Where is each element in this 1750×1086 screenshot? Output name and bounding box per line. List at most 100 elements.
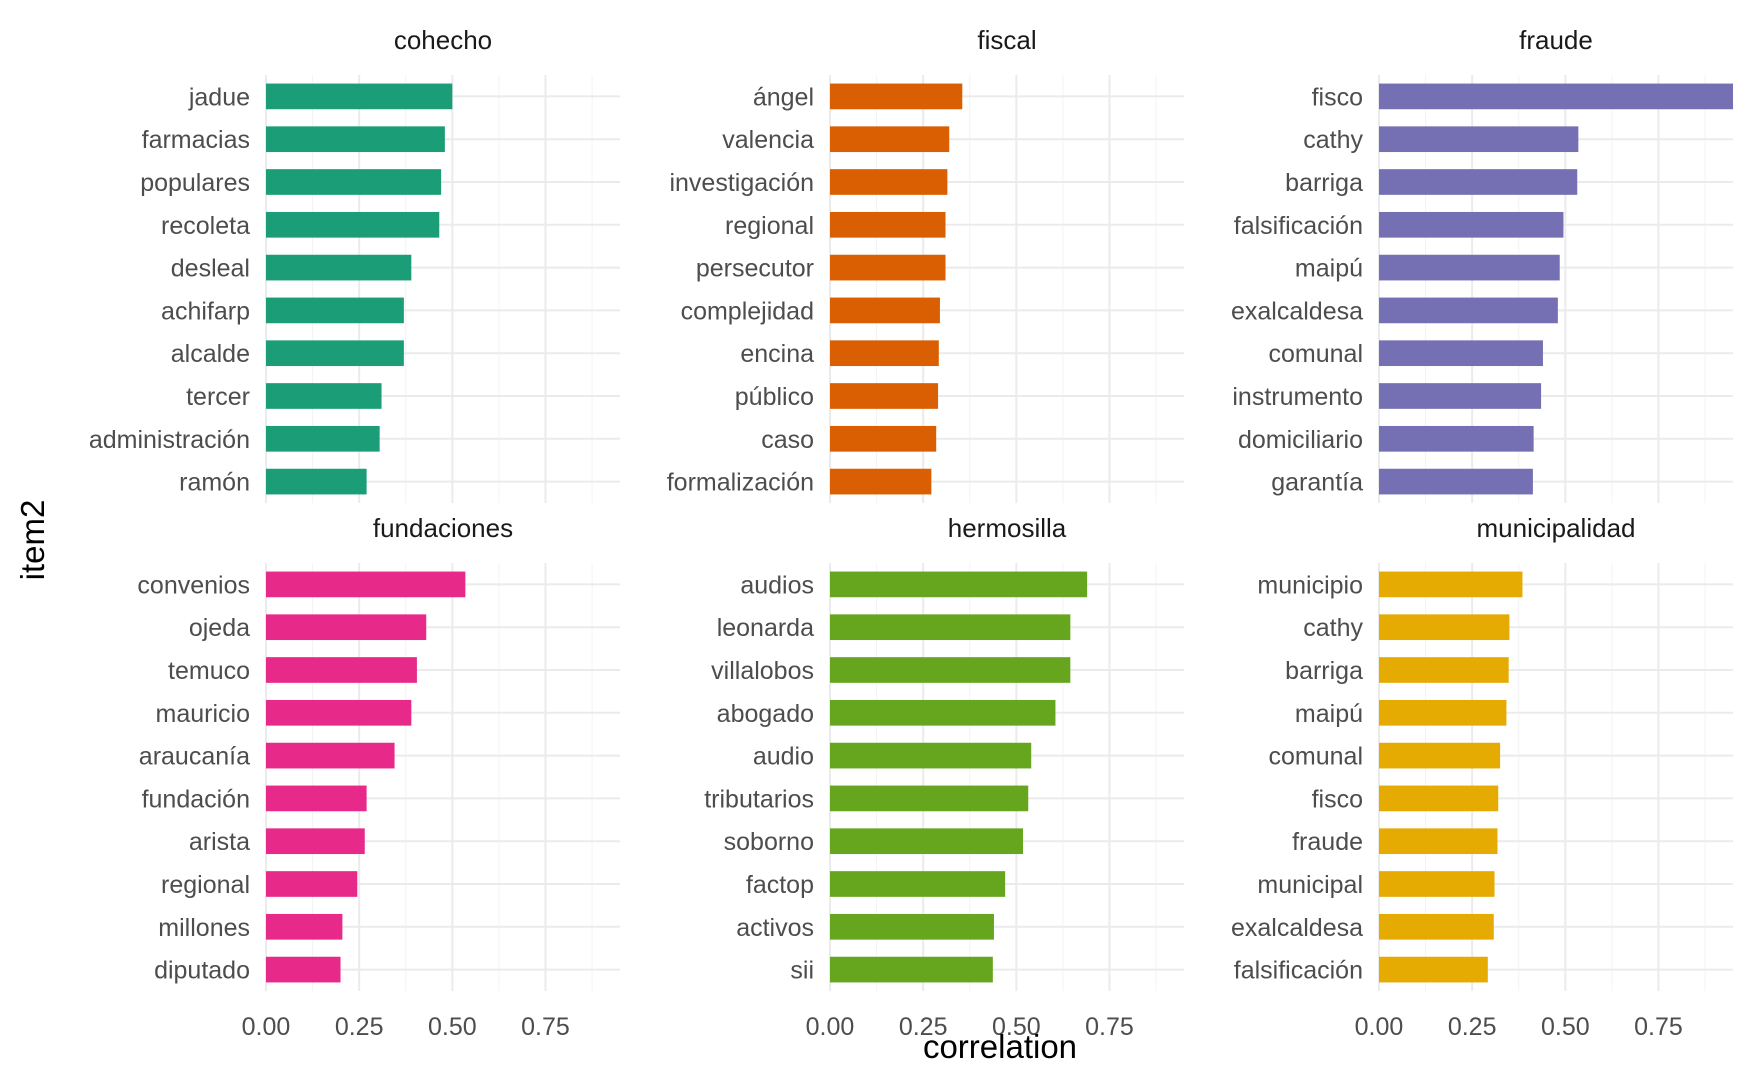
bar-alcalde — [266, 340, 404, 367]
category-label: populares — [140, 169, 250, 197]
category-label: municipal — [1257, 871, 1363, 899]
bar-villalobos — [830, 657, 1071, 683]
category-label: regional — [725, 212, 814, 240]
category-label: audio — [753, 743, 814, 771]
bar-populares — [266, 169, 442, 195]
bar-ángel — [830, 83, 963, 110]
panel-hermosilla: hermosilla audios leonarda villalobos abogad… — [704, 513, 1184, 1041]
category-label: desleal — [171, 255, 250, 283]
category-label: maipú — [1295, 255, 1363, 283]
bar-administración — [266, 425, 380, 452]
category-label: público — [735, 383, 814, 411]
bar-diputado — [266, 956, 341, 983]
bar-caso — [830, 425, 937, 452]
category-label: maipú — [1295, 700, 1363, 728]
category-label: barriga — [1285, 657, 1363, 685]
category-label: persecutor — [696, 255, 814, 283]
bar-garantía — [1379, 468, 1533, 495]
panel-title: municipalidad — [1477, 513, 1636, 543]
bar-activos — [830, 913, 994, 940]
x-tick-label: 0.75 — [521, 1013, 570, 1041]
category-label: arista — [189, 828, 250, 856]
bar-municipal — [1379, 871, 1495, 897]
bar-tributarios — [830, 785, 1029, 812]
category-label: tributarios — [704, 785, 814, 813]
bar-formalización — [830, 468, 932, 495]
category-label: mauricio — [156, 700, 250, 728]
panel-fiscal: fiscal ángel valencia investigación regional… — [667, 25, 1184, 503]
bar-investigación — [830, 169, 948, 195]
panel-title: cohecho — [394, 25, 492, 55]
x-tick-label: 0.50 — [1541, 1013, 1590, 1041]
category-label: villalobos — [711, 657, 814, 685]
bar-domiciliario — [1379, 425, 1534, 452]
category-label: abogado — [717, 700, 814, 728]
bar-soborno — [830, 828, 1024, 855]
bar-complejidad — [830, 297, 940, 324]
x-tick-label: 0.00 — [1355, 1013, 1404, 1041]
category-label: soborno — [724, 828, 814, 856]
bar-maipú — [1379, 254, 1560, 281]
bar-fundación — [266, 785, 367, 812]
category-label: temuco — [168, 657, 250, 685]
category-label: ángel — [753, 83, 814, 111]
category-label: comunal — [1269, 743, 1364, 771]
category-label: fraude — [1292, 828, 1363, 856]
bar-falsificación — [1379, 956, 1488, 983]
bar-fraude — [1379, 828, 1498, 855]
bar-araucanía — [266, 742, 395, 769]
category-label: achifarp — [161, 297, 250, 325]
category-label: garantía — [1271, 469, 1363, 497]
category-label: municipio — [1257, 571, 1363, 599]
bar-regional — [830, 211, 946, 238]
category-label: valencia — [722, 126, 814, 154]
panel-title: hermosilla — [948, 513, 1067, 543]
bar-barriga — [1379, 169, 1578, 195]
bar-abogado — [830, 699, 1056, 726]
panel-municipalidad: municipalidad municipio cathy barriga maipú c… — [1231, 513, 1733, 1041]
bar-falsificación — [1379, 211, 1564, 238]
category-label: cathy — [1303, 614, 1363, 642]
bar-ramón — [266, 468, 367, 495]
bar-público — [830, 383, 939, 409]
bar-regional — [266, 871, 358, 897]
category-label: farmacias — [142, 126, 250, 154]
category-label: investigación — [669, 169, 814, 197]
bar-fisco — [1379, 785, 1499, 812]
category-label: falsificación — [1234, 212, 1363, 240]
bar-municipio — [1379, 571, 1523, 598]
x-tick-label: 0.50 — [992, 1013, 1041, 1041]
bar-valencia — [830, 126, 950, 153]
category-label: audios — [740, 571, 814, 599]
category-label: cathy — [1303, 126, 1363, 154]
y-axis-title: item2 — [14, 500, 51, 581]
category-label: falsificación — [1234, 957, 1363, 985]
category-label: ramón — [179, 469, 250, 497]
bar-fisco — [1379, 83, 1733, 110]
bar-comunal — [1379, 742, 1501, 769]
panel-title: fiscal — [977, 25, 1036, 55]
x-tick-label: 0.00 — [242, 1013, 291, 1041]
category-label: complejidad — [681, 297, 814, 325]
bar-arista — [266, 828, 365, 855]
bar-persecutor — [830, 254, 946, 281]
category-label: fundación — [142, 785, 250, 813]
category-label: convenios — [137, 571, 250, 599]
bar-exalcaldesa — [1379, 913, 1494, 940]
category-label: caso — [761, 426, 814, 454]
category-label: ojeda — [189, 614, 250, 642]
bar-instrumento — [1379, 383, 1542, 409]
x-tick-label: 0.25 — [335, 1013, 384, 1041]
category-label: instrumento — [1232, 383, 1363, 411]
bar-leonarda — [830, 614, 1071, 641]
bar-farmacias — [266, 126, 445, 153]
bar-audio — [830, 742, 1032, 769]
category-label: fisco — [1312, 83, 1363, 111]
category-label: exalcaldesa — [1231, 914, 1363, 942]
category-label: leonarda — [717, 614, 814, 642]
category-label: domiciliario — [1238, 426, 1363, 454]
bar-ojeda — [266, 614, 427, 641]
panel-title: fundaciones — [373, 513, 513, 543]
